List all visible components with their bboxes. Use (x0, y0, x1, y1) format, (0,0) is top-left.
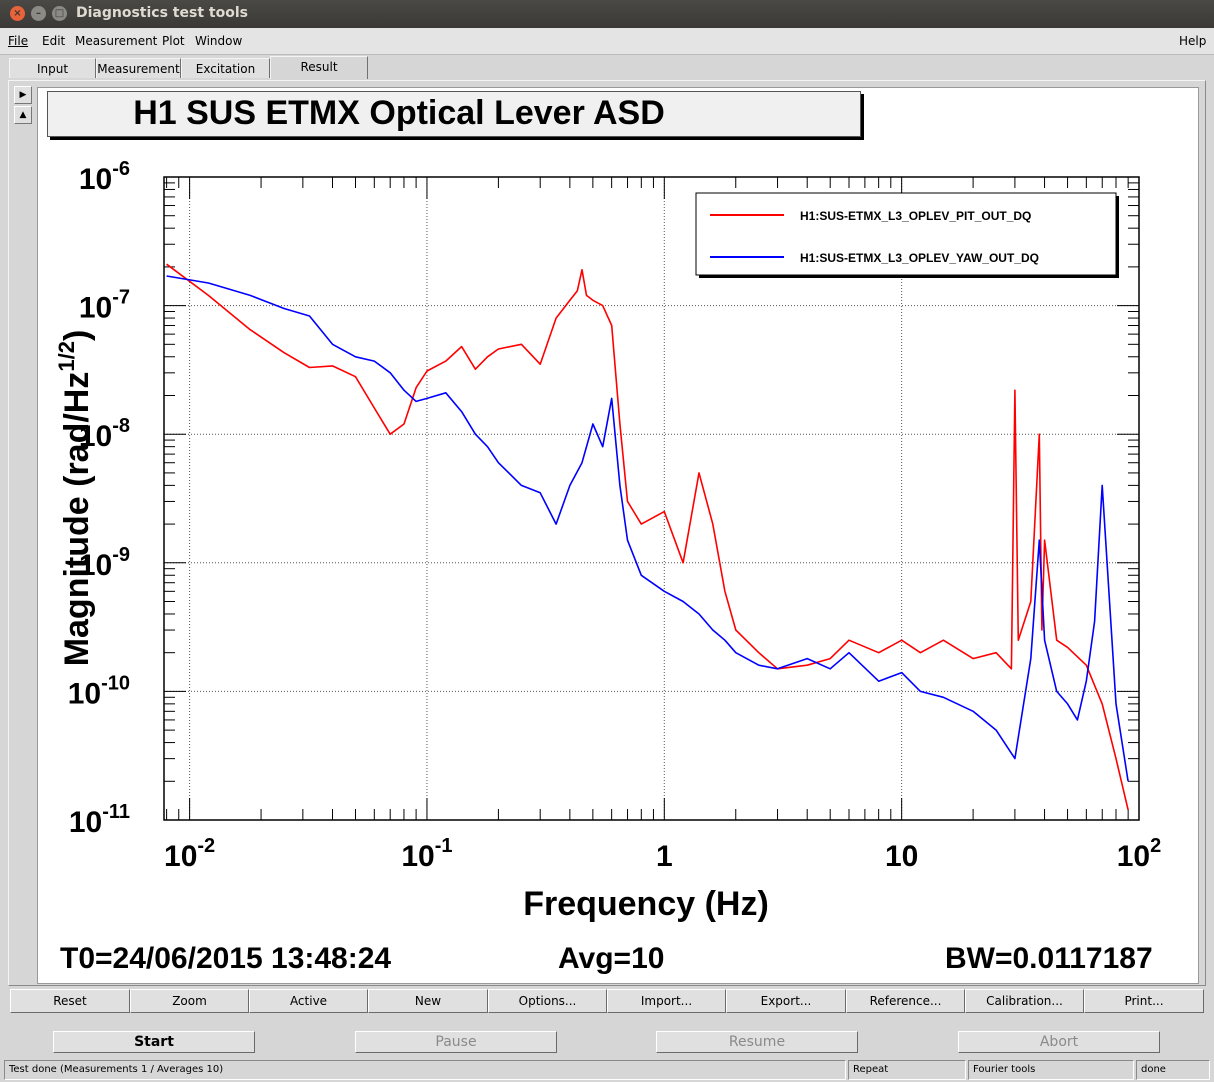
plot-title: H1 SUS ETMX Optical Lever ASD (47, 91, 861, 137)
maximize-icon[interactable]: □ (52, 6, 67, 21)
tab-result[interactable]: Result (270, 56, 368, 79)
options-button[interactable]: Options... (488, 989, 607, 1013)
reference-button[interactable]: Reference... (846, 989, 965, 1013)
menubar: File Edit Measurement Plot Window Help (0, 28, 1214, 55)
calibration-button[interactable]: Calibration... (965, 989, 1084, 1013)
window-title: Diagnostics test tools (76, 5, 248, 21)
tab-measurement[interactable]: Measurement (96, 58, 181, 78)
export-button[interactable]: Export... (726, 989, 846, 1013)
reset-button[interactable]: Reset (10, 989, 130, 1013)
resume-button[interactable]: Resume (656, 1031, 858, 1053)
print-button[interactable]: Print... (1084, 989, 1204, 1013)
new-button[interactable]: New (368, 989, 488, 1013)
menu-help[interactable]: Help (1179, 34, 1207, 48)
status-state: done (1136, 1060, 1210, 1080)
close-icon[interactable]: × (10, 6, 25, 21)
menu-window[interactable]: Window (195, 34, 243, 48)
minimize-icon[interactable]: – (31, 6, 46, 21)
status-message: Test done (Measurements 1 / Averages 10) (4, 1060, 846, 1080)
window-titlebar: × – □ Diagnostics test tools (0, 0, 1214, 28)
result-panel (8, 80, 1206, 986)
menu-edit[interactable]: Edit (42, 34, 66, 48)
import-button[interactable]: Import... (607, 989, 726, 1013)
menu-file[interactable]: File (8, 34, 29, 48)
status-repeat: Repeat (848, 1060, 966, 1080)
menu-measurement[interactable]: Measurement (75, 34, 158, 48)
arrow-right-icon[interactable]: ▶ (14, 86, 32, 104)
abort-button[interactable]: Abort (958, 1031, 1160, 1053)
start-button[interactable]: Start (53, 1031, 255, 1053)
status-tool: Fourier tools (968, 1060, 1134, 1080)
stat-bw: BW=0.0117187 (945, 942, 1153, 975)
tab-bar: Input Measurement Excitation Result (0, 54, 1214, 80)
pause-button[interactable]: Pause (355, 1031, 557, 1053)
menu-plot[interactable]: Plot (162, 34, 185, 48)
tab-excitation[interactable]: Excitation (181, 58, 270, 78)
statusbar: Test done (Measurements 1 / Averages 10)… (0, 1060, 1214, 1082)
stat-avg: Avg=10 (558, 942, 665, 975)
arrow-up-icon[interactable]: ▲ (14, 106, 32, 124)
tab-input[interactable]: Input (9, 58, 96, 78)
stat-t0: T0=24/06/2015 13:48:24 (60, 942, 392, 975)
plot-canvas[interactable] (37, 87, 1199, 984)
zoom-button[interactable]: Zoom (130, 989, 249, 1013)
active-button[interactable]: Active (249, 989, 368, 1013)
plot-button-row: Reset Zoom Active New Options... Import.… (10, 989, 1204, 1013)
